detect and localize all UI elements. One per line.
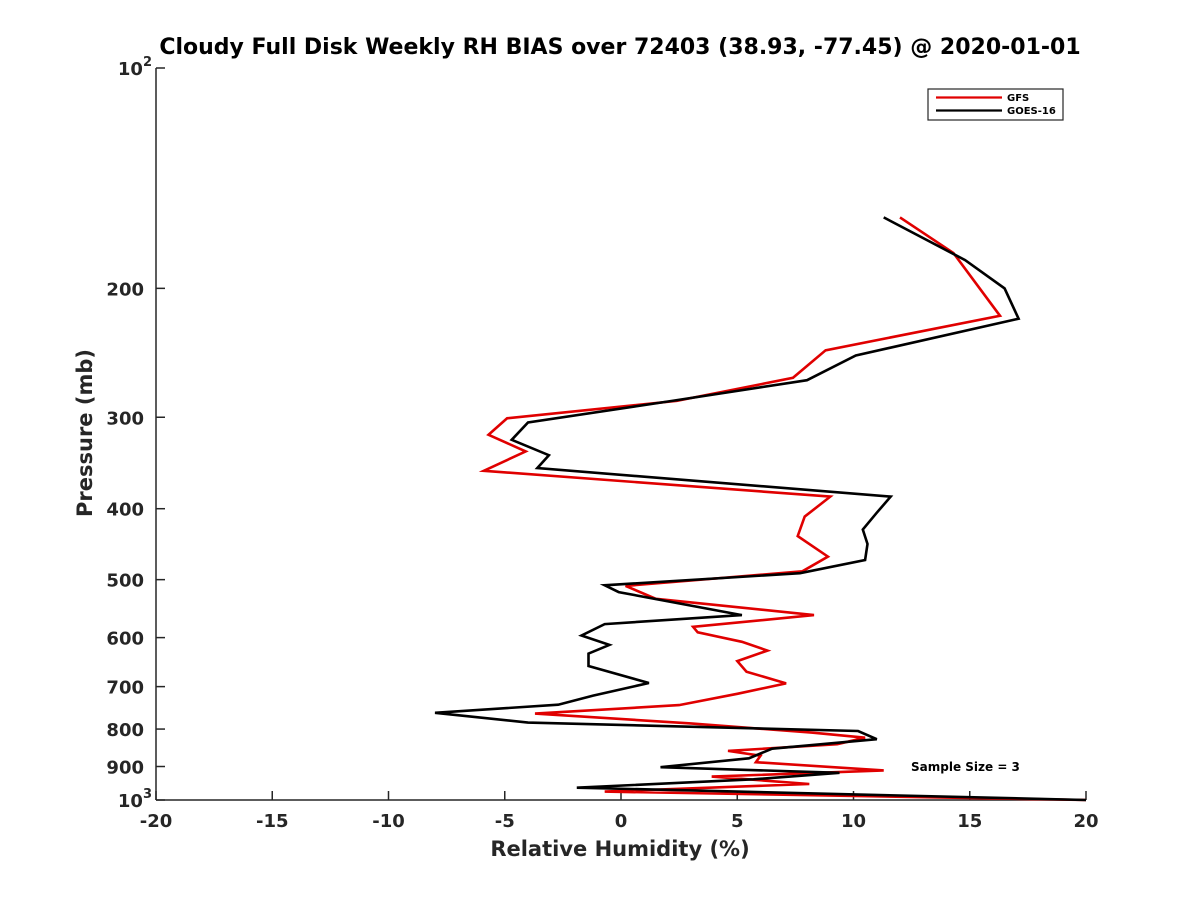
chart-title: Cloudy Full Disk Weekly RH BIAS over 724… xyxy=(159,35,1080,60)
x-tick-label: 5 xyxy=(731,811,744,832)
x-axis-ticks: -20 -15 -10 -5 0 5 10 15 20 xyxy=(140,791,1099,832)
y-tick-label: 400 xyxy=(106,500,144,521)
y-tick-label: 800 xyxy=(106,720,144,741)
y-tick-label: 200 xyxy=(106,279,144,300)
x-tick-label: -10 xyxy=(372,811,405,832)
x-tick-label: 20 xyxy=(1073,811,1098,832)
x-tick-label: -20 xyxy=(140,811,173,832)
legend-goes16-label: GOES-16 xyxy=(1007,106,1056,117)
x-tick-label: 10 xyxy=(841,811,866,832)
series-lines xyxy=(434,216,1087,802)
x-tick-label: 0 xyxy=(615,811,628,832)
x-tick-label: -5 xyxy=(495,811,515,832)
legend: GFS GOES-16 xyxy=(927,88,1064,121)
y-tick-label: 900 xyxy=(106,758,144,779)
legend-box xyxy=(927,88,1064,121)
y-tick-label: 103 xyxy=(118,787,152,812)
series-line-gfs xyxy=(478,216,1087,802)
y-tick-label: 600 xyxy=(106,629,144,650)
x-axis-label: Relative Humidity (%) xyxy=(490,837,749,861)
series-line-goes-16 xyxy=(434,216,1087,802)
y-tick-label: 700 xyxy=(106,678,144,699)
y-tick-label: 500 xyxy=(106,571,144,592)
y-tick-label: 102 xyxy=(118,55,152,80)
sample-size-annotation: Sample Size = 3 xyxy=(911,760,1020,774)
x-tick-label: -15 xyxy=(256,811,289,832)
legend-gfs-label: GFS xyxy=(1007,93,1029,104)
y-tick-label: 300 xyxy=(106,408,144,429)
y-axis-label: Pressure (mb) xyxy=(73,349,97,517)
x-tick-label: 15 xyxy=(957,811,982,832)
plot-area: -20 -15 -10 -5 0 5 10 15 20 102 200 300 400 500 600 70… xyxy=(106,55,1098,832)
